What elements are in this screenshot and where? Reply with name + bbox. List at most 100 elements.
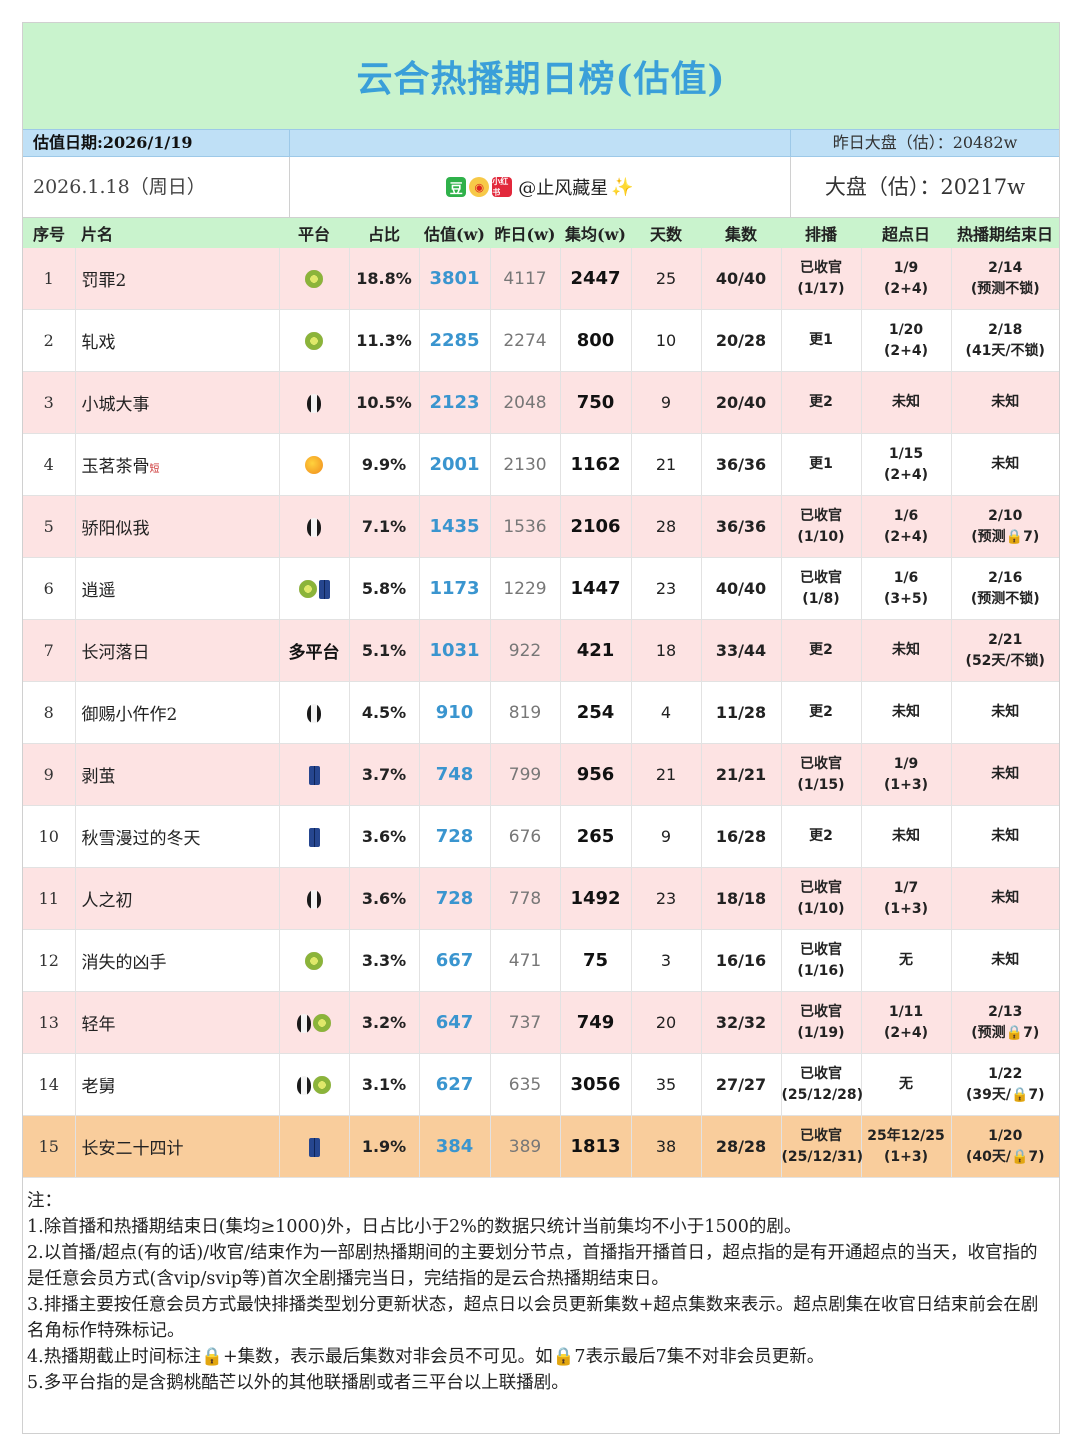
rank-cell: 15 [23, 1115, 76, 1178]
peak-day-cell: 1/11 (2+4) [861, 991, 952, 1054]
days-cell: 38 [631, 1115, 702, 1178]
rank-cell: 3 [23, 371, 76, 434]
episodes-cell: 16/16 [701, 929, 782, 992]
drama-title[interactable]: 老舅 [81, 1077, 116, 1097]
days-cell: 10 [631, 309, 702, 372]
schedule-cell-line: 更2 [809, 704, 833, 720]
peak-day-cell-line: 无 [899, 952, 913, 968]
end-day-cell-line: 未知 [991, 456, 1020, 472]
table-row[interactable]: 9 剥茧 3.7% 748 799 956 21 21/21 已收官 (1/15) 1/9 (1+3)… [23, 743, 1059, 806]
share-cell: 10.5% [349, 371, 420, 434]
estimate-cell: 384 [419, 1115, 491, 1178]
schedule-cell-line: 已收官 [800, 1003, 842, 1020]
peak-day-cell-line: 1/6 [893, 507, 919, 524]
platform-cell [279, 929, 350, 992]
rank-cell: 13 [23, 991, 76, 1054]
drama-title[interactable]: 小城大事 [81, 395, 150, 415]
drama-title[interactable]: 秋雪漫过的冬天 [81, 829, 201, 849]
average-cell: 2447 [560, 248, 632, 310]
end-day-cell-line: (52天/不锁) [965, 652, 1045, 669]
yesterday-cell: 922 [490, 619, 561, 682]
table-row[interactable]: 10 秋雪漫过的冬天 3.6% 728 676 265 9 16/28 更2 未知 未知 [23, 805, 1059, 868]
average-cell: 749 [560, 991, 632, 1054]
peak-day-cell-line: 未知 [892, 828, 920, 844]
share-cell: 1.9% [349, 1115, 420, 1178]
table-row[interactable]: 3 小城大事 10.5% 2123 2048 750 9 20/40 更2 未知 未知 [23, 371, 1059, 434]
schedule-cell-line: 更2 [809, 394, 833, 410]
rank-cell: 6 [23, 557, 76, 620]
info-spacer [290, 130, 791, 156]
drama-title[interactable]: 逍遥 [81, 581, 116, 601]
end-day-cell: 未知 [951, 867, 1059, 930]
table-row[interactable]: 13 轻年 3.2% 647 737 749 20 32/32 已收官 (1/19) 1/11 (2+… [23, 991, 1059, 1054]
schedule-cell-line: 更1 [809, 332, 833, 348]
schedule-cell-line: 已收官 [800, 507, 842, 524]
drama-title[interactable]: 御赐小仵作2 [81, 705, 178, 725]
note-item: 3.排播主要按任意会员方式最快排播类型划分更新状态，超点日以会员更新集数+超点集… [27, 1295, 1039, 1341]
drama-title[interactable]: 剥茧 [81, 767, 116, 787]
author-handle[interactable]: @止风藏星 [518, 178, 609, 199]
schedule-cell-line: 已收官 [800, 941, 842, 958]
tencent-penguin-icon [297, 1013, 311, 1033]
end-day-cell: 未知 [951, 681, 1059, 744]
end-day-cell-line: 2/18 [988, 321, 1023, 338]
share-cell: 3.7% [349, 743, 420, 806]
table-row[interactable]: 2 轧戏 11.3% 2285 2274 800 10 20/28 更1 1/20 (2+4) 2/1… [23, 309, 1059, 372]
end-day-cell: 未知 [951, 805, 1059, 868]
header-episodes: 集数 [701, 218, 781, 248]
drama-title[interactable]: 长安二十四计 [81, 1139, 184, 1159]
table-row[interactable]: 11 人之初 3.6% 728 778 1492 23 18/18 已收官 (1/10) 1/7 (1… [23, 867, 1059, 930]
share-cell: 3.6% [349, 805, 420, 868]
schedule-cell-line: 已收官 [800, 569, 842, 586]
drama-title[interactable]: 人之初 [81, 891, 133, 911]
share-cell: 11.3% [349, 309, 420, 372]
end-day-cell: 2/10 (预测🔒7) [951, 495, 1059, 558]
table-row[interactable]: 14 老舅 3.1% 627 635 3056 35 27/27 已收官 (25/12/28) 无 1… [23, 1053, 1059, 1116]
episodes-cell: 40/40 [701, 248, 782, 310]
drama-title[interactable]: 长河落日 [81, 643, 150, 663]
schedule-cell: 更1 [781, 309, 862, 372]
drama-title[interactable]: 罚罪2 [81, 271, 127, 291]
average-cell: 1447 [560, 557, 632, 620]
episodes-cell: 18/18 [701, 867, 782, 930]
table-row[interactable]: 7 长河落日 多平台 5.1% 1031 922 421 18 33/44 更2 未知 2/21 (52… [23, 619, 1059, 682]
rank-cell: 4 [23, 433, 76, 496]
peak-day-cell: 未知 [861, 681, 952, 744]
drama-title[interactable]: 玉茗茶骨 [81, 457, 150, 477]
note-item: 4.热播期截止时间标注🔒+集数，表示最后集数对非会员不可见。如🔒7表示最后7集不… [27, 1347, 825, 1367]
yesterday-cell: 635 [490, 1053, 561, 1116]
table-row[interactable]: 1 罚罪2 18.8% 3801 4117 2447 25 40/40 已收官 (1/17) 1/9… [23, 248, 1059, 310]
days-cell: 21 [631, 743, 702, 806]
yesterday-cell: 2048 [490, 371, 561, 434]
days-cell: 28 [631, 495, 702, 558]
estimate-cell: 2123 [419, 371, 491, 434]
schedule-cell-line: (25/12/31) [781, 1148, 863, 1165]
share-cell: 9.9% [349, 433, 420, 496]
drama-title[interactable]: 骄阳似我 [81, 519, 150, 539]
info-row-1: 估值日期:2026/1/19 昨日大盘（估）：20482w [23, 129, 1059, 157]
table-row[interactable]: 5 骄阳似我 7.1% 1435 1536 2106 28 36/36 已收官 (1/10) 1/6… [23, 495, 1059, 558]
drama-title[interactable]: 轧戏 [81, 333, 116, 353]
end-day-cell: 2/14 (预测不锁) [951, 248, 1059, 310]
day-label: 2026.1.18（周日） [23, 157, 290, 217]
platform-cell [279, 991, 350, 1054]
tencent-penguin-icon [307, 393, 321, 413]
schedule-cell: 更2 [781, 681, 862, 744]
iqiyi-kiwi-icon [313, 1014, 331, 1032]
ranking-table: 序号 片名 平台 占比 估值(w) 昨日(w) 集均(w) 天数 集数 排播 超… [23, 218, 1059, 1178]
drama-title[interactable]: 轻年 [81, 1015, 116, 1035]
title-cell: 玉茗茶骨短 [75, 433, 280, 496]
end-day-cell: 未知 [951, 929, 1059, 992]
table-row[interactable]: 8 御赐小仵作2 4.5% 910 819 254 4 11/28 更2 未知 未知 [23, 681, 1059, 744]
title-cell: 逍遥 [75, 557, 280, 620]
drama-title[interactable]: 消失的凶手 [81, 953, 167, 973]
table-row[interactable]: 6 逍遥 5.8% 1173 1229 1447 23 40/40 已收官 (1/8) 1/6 (3+… [23, 557, 1059, 620]
table-row[interactable]: 4 玉茗茶骨短 9.9% 2001 2130 1162 21 36/36 更1 1/15 (2+4)… [23, 433, 1059, 496]
peak-day-cell: 1/9 (1+3) [861, 743, 952, 806]
table-row[interactable]: 12 消失的凶手 3.3% 667 471 75 3 16/16 已收官 (1/16) 无 未知 [23, 929, 1059, 992]
iqiyi-kiwi-icon [305, 270, 323, 289]
end-day-cell-line: 未知 [991, 952, 1020, 968]
episodes-cell: 28/28 [701, 1115, 782, 1178]
table-header-row: 序号 片名 平台 占比 估值(w) 昨日(w) 集均(w) 天数 集数 排播 超… [23, 218, 1059, 248]
table-row[interactable]: 15 长安二十四计 1.9% 384 389 1813 38 28/28 已收官 (25/12/3… [23, 1115, 1059, 1178]
